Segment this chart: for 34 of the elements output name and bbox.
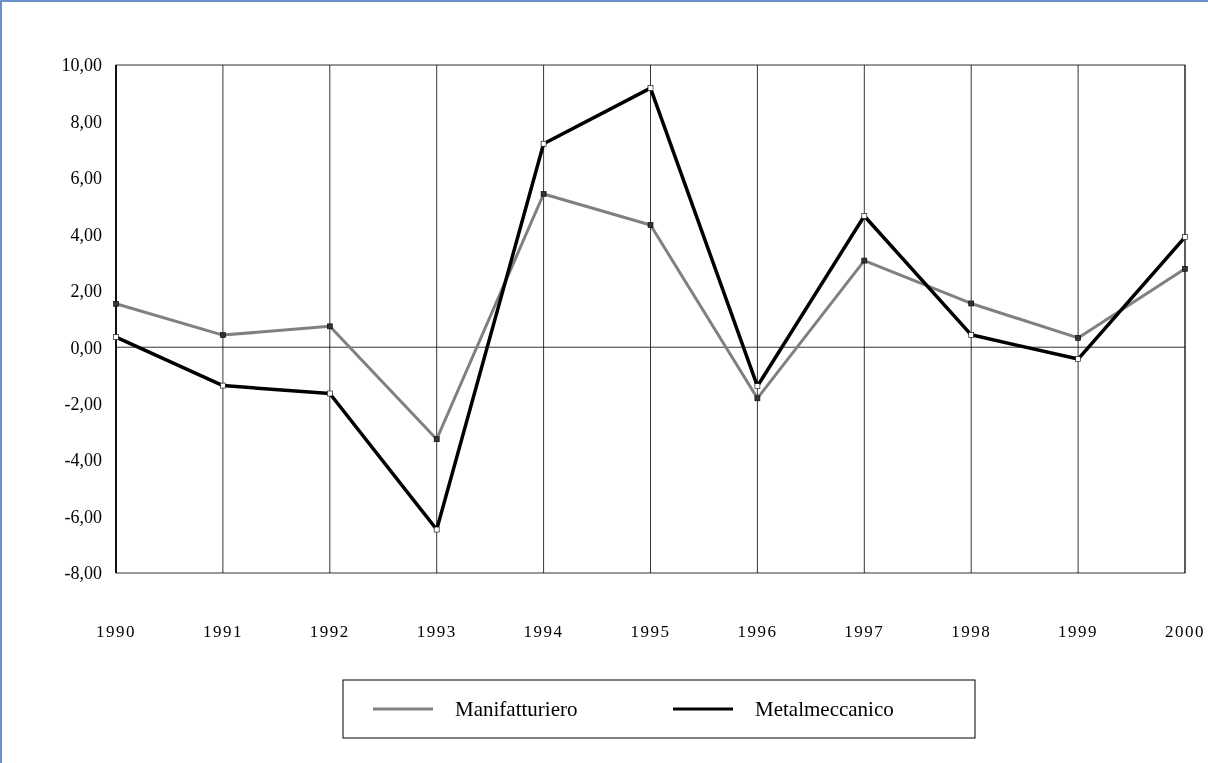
- point: [647, 85, 654, 91]
- y-tick-label: -2,00: [64, 393, 102, 414]
- point: [754, 383, 761, 389]
- point: [220, 382, 226, 389]
- x-tick-label: 1997: [844, 622, 885, 641]
- x-tick-label: 1994: [523, 622, 564, 641]
- point: [540, 140, 547, 147]
- x-tick-label: 1990: [96, 622, 136, 641]
- x-tick-label: 1995: [630, 622, 671, 641]
- x-tick-label: 1993: [416, 622, 457, 641]
- point: [113, 334, 119, 340]
- x-tick-label: 1992: [309, 622, 350, 641]
- point: [327, 390, 333, 397]
- y-tick-label: -4,00: [64, 450, 102, 471]
- x-tick-label: 1998: [951, 622, 992, 641]
- y-tick-label: 10,00: [61, 55, 102, 76]
- legend-label: Metalmeccanico: [755, 697, 894, 722]
- y-tick-label: 4,00: [70, 224, 102, 245]
- point: [861, 213, 868, 219]
- x-tick-label: 1991: [202, 622, 243, 641]
- y-tick-label: 0,00: [70, 337, 102, 358]
- point: [968, 332, 974, 338]
- y-tick-label: -8,00: [64, 563, 102, 584]
- y-tick-label: 2,00: [70, 281, 102, 302]
- point: [433, 526, 440, 533]
- x-tick-label: 1999: [1058, 622, 1099, 641]
- x-tick-label: 1996: [737, 622, 778, 641]
- point: [1182, 234, 1188, 240]
- x-tick-label: 2000: [1165, 622, 1205, 641]
- y-tick-label: 8,00: [70, 111, 102, 132]
- legend-label: Manifatturiero: [455, 697, 578, 722]
- y-tick-label: 6,00: [70, 168, 102, 189]
- y-tick-label: -6,00: [64, 506, 102, 527]
- point: [1075, 356, 1081, 362]
